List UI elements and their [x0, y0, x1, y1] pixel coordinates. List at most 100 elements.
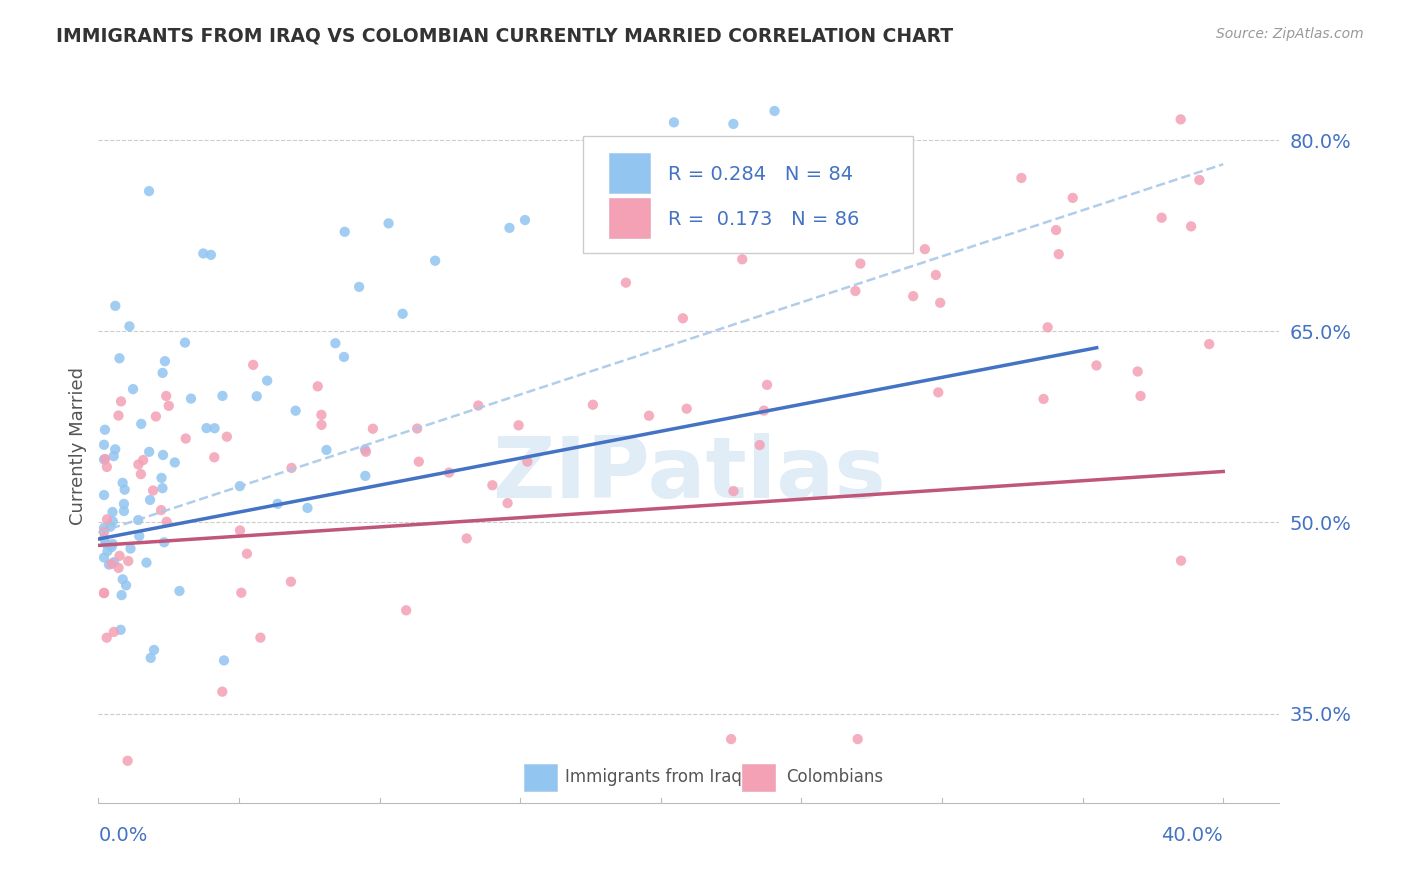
Point: [98, 519, 121, 533]
Point: [498, 220, 520, 235]
Point: [481, 478, 503, 492]
Text: Source: ZipAtlas.com: Source: ZipAtlas.com: [1216, 27, 1364, 41]
Point: [120, 541, 142, 556]
Point: [516, 454, 538, 468]
Text: ZIPatlas: ZIPatlas: [492, 433, 886, 516]
Point: [211, 684, 233, 698]
Point: [846, 732, 869, 747]
Text: R =  0.173   N = 86: R = 0.173 N = 86: [668, 210, 859, 228]
Point: [406, 421, 429, 435]
Point: [110, 623, 132, 637]
Point: [100, 540, 122, 554]
Point: [153, 354, 176, 368]
Point: [1129, 389, 1152, 403]
Point: [204, 421, 226, 435]
Point: [607, 197, 630, 211]
Point: [467, 399, 489, 413]
Point: [1170, 554, 1192, 568]
Point: [142, 483, 165, 498]
Point: [333, 225, 356, 239]
Point: [1045, 223, 1067, 237]
Point: [1180, 219, 1202, 234]
Point: [246, 389, 269, 403]
Point: [112, 504, 135, 518]
Point: [127, 513, 149, 527]
Point: [202, 450, 225, 465]
Point: [138, 184, 160, 198]
Point: [311, 408, 333, 422]
Point: [93, 550, 115, 565]
Point: [242, 358, 264, 372]
Point: [662, 115, 685, 129]
Point: [212, 653, 235, 667]
Point: [395, 603, 418, 617]
Point: [163, 455, 186, 469]
Point: [731, 252, 754, 267]
Point: [929, 295, 952, 310]
Point: [672, 311, 695, 326]
Point: [103, 624, 125, 639]
Point: [1032, 392, 1054, 406]
Point: [117, 754, 139, 768]
Point: [128, 529, 150, 543]
Point: [1150, 211, 1173, 225]
Point: [437, 466, 460, 480]
Point: [315, 442, 337, 457]
Point: [723, 117, 745, 131]
Point: [756, 377, 779, 392]
Point: [112, 497, 135, 511]
Point: [93, 438, 115, 452]
Point: [723, 484, 745, 499]
Point: [361, 422, 384, 436]
Point: [153, 535, 176, 549]
FancyBboxPatch shape: [582, 136, 914, 253]
Point: [93, 521, 115, 535]
Point: [748, 438, 770, 452]
Point: [129, 417, 152, 431]
Point: [94, 423, 117, 437]
Point: [129, 467, 152, 482]
Point: [229, 479, 252, 493]
Point: [174, 432, 197, 446]
Point: [582, 398, 605, 412]
Point: [1036, 320, 1059, 334]
Point: [423, 253, 446, 268]
Point: [1126, 364, 1149, 378]
Point: [720, 732, 742, 747]
Point: [169, 584, 191, 599]
Point: [93, 532, 115, 546]
Point: [93, 524, 115, 539]
Point: [96, 459, 118, 474]
Point: [256, 374, 278, 388]
Point: [93, 488, 115, 502]
Point: [101, 514, 124, 528]
Point: [150, 471, 173, 485]
Point: [307, 379, 329, 393]
Point: [127, 458, 149, 472]
Point: [849, 257, 872, 271]
Point: [135, 556, 157, 570]
Point: [797, 172, 820, 186]
Point: [297, 500, 319, 515]
Point: [280, 574, 302, 589]
Point: [236, 547, 259, 561]
Point: [110, 588, 132, 602]
Point: [377, 216, 399, 230]
FancyBboxPatch shape: [609, 198, 650, 237]
Point: [675, 401, 697, 416]
Point: [1188, 173, 1211, 187]
Point: [1010, 170, 1032, 185]
Point: [180, 392, 202, 406]
Point: [496, 496, 519, 510]
Text: Colombians: Colombians: [786, 768, 883, 786]
Point: [104, 299, 127, 313]
Point: [211, 389, 233, 403]
Point: [763, 103, 786, 118]
Point: [152, 448, 174, 462]
Point: [1085, 359, 1108, 373]
Point: [104, 442, 127, 457]
Point: [391, 307, 413, 321]
Point: [115, 578, 138, 592]
Point: [139, 651, 162, 665]
FancyBboxPatch shape: [523, 764, 557, 790]
